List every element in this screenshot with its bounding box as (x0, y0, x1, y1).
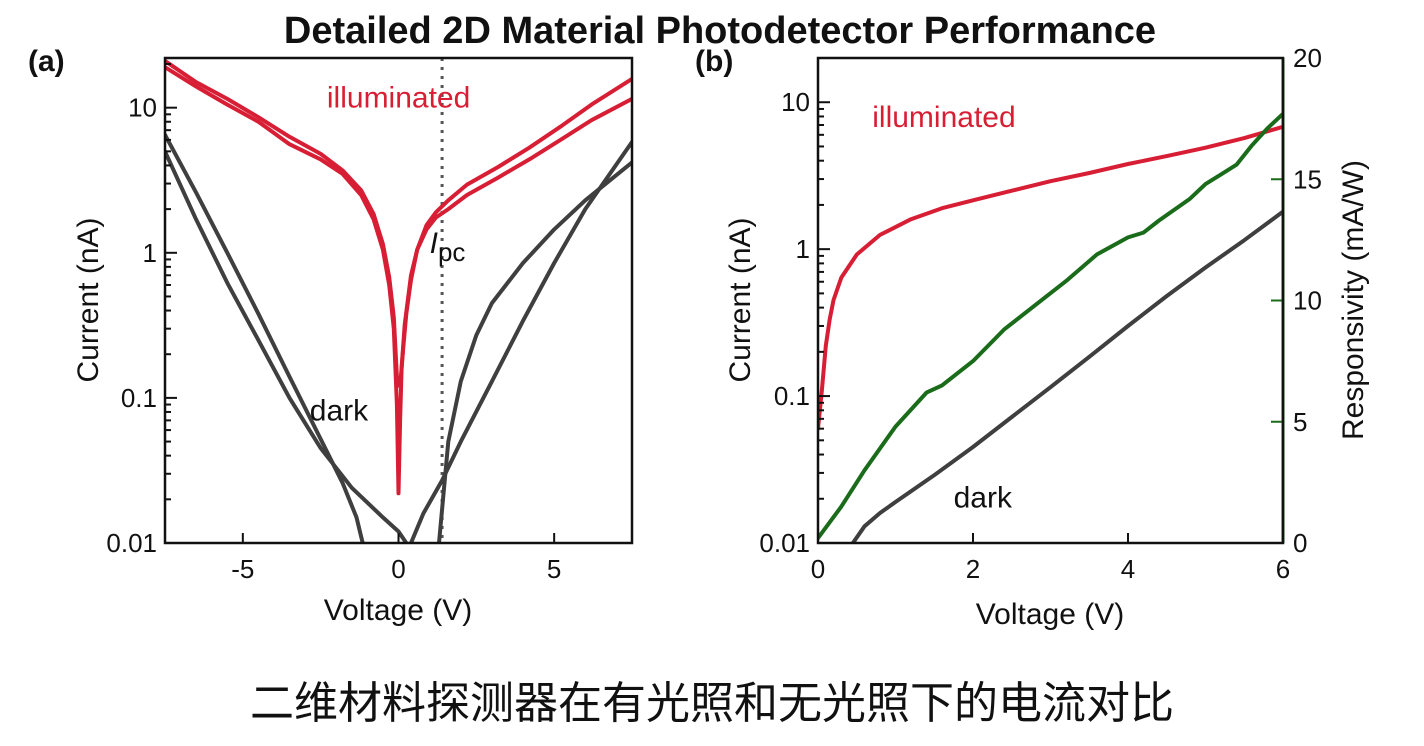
panel-a-series-3 (165, 132, 365, 543)
panel-a-ytick-label: 10 (128, 93, 157, 123)
panel-b-y2tick-label: 15 (1293, 164, 1322, 194)
panel-b-xtick-label: 2 (966, 554, 980, 584)
panel-a-xtick-label: 0 (391, 554, 405, 584)
panel-a: (a) -5 0 5 0.01 0.1 1 10 illuminated dark Ipc Vol… (28, 45, 634, 627)
panel-a-series-1 (165, 65, 632, 496)
panel-a-xtick-label: 5 (547, 554, 561, 584)
panel-a-xtick-label: -5 (231, 554, 254, 584)
panel-b-xtick-label: 0 (811, 554, 825, 584)
panel-a-frame (163, 56, 634, 545)
panel-b-y2tick-label: 20 (1293, 43, 1322, 73)
panel-a-ytick-label: 0.1 (121, 383, 157, 413)
panel-b-ylabel: Current (nA) (724, 217, 757, 382)
panel-a-ytick-label: 0.01 (106, 528, 157, 558)
panel-a-series-6 (437, 160, 632, 543)
panel-a-annotation-ipc: Ipc (430, 227, 466, 267)
panel-a-annotation-dark: dark (310, 394, 369, 427)
figure-caption: 二维材料探测器在有光照和无光照下的电流对比 (250, 678, 1174, 729)
panel-b-label: (b) (695, 45, 733, 78)
panel-a-series-4 (165, 149, 409, 543)
panel-a-ytick-label: 1 (143, 238, 157, 268)
panel-a-label: (a) (28, 45, 65, 78)
panel-b-ytick-label: 10 (781, 87, 810, 117)
figure-title: Detailed 2D Material Photodetector Perfo… (284, 10, 1156, 52)
panel-b-y2tick-label: 5 (1293, 407, 1307, 437)
panel-b-y2tick-label: 10 (1293, 286, 1322, 316)
panel-b-series-1 (818, 124, 1283, 431)
panel-a-annotation-illuminated: illuminated (327, 82, 470, 115)
panel-b-xtick-label: 6 (1276, 554, 1290, 584)
panel-b-annotation-illuminated: illuminated (872, 101, 1015, 134)
panel-a-series-5 (409, 140, 632, 543)
panel-a-xlabel: Voltage (V) (324, 594, 472, 627)
panel-b-ytick-label: 1 (796, 234, 810, 264)
panel-b-xtick-label: 4 (1121, 554, 1135, 584)
panel-b-ytick-label: 0.1 (774, 381, 810, 411)
panel-b-y2tick-label: 0 (1293, 528, 1307, 558)
panel-a-series-2 (165, 58, 632, 389)
panel-b-xlabel: Voltage (V) (976, 598, 1124, 631)
panel-b-series-2 (850, 209, 1283, 543)
panel-b-annotation-dark: dark (954, 481, 1013, 514)
panel-a-ylabel: Current (nA) (72, 217, 105, 382)
panel-b-series-3 (818, 111, 1283, 541)
panel-b-frame (816, 56, 1285, 545)
panel-b-ytick-label: 0.01 (759, 528, 810, 558)
panel-b: (b) 0 2 4 6 0.01 0.1 1 10 0 5 10 15 20 illuminated dar… (695, 43, 1370, 631)
panel-b-plot-area: 0 2 4 6 0.01 0.1 1 10 0 5 10 15 20 illuminated dark (759, 43, 1322, 584)
panel-b-y2label: Responsivity (mA/W) (1337, 160, 1370, 440)
panel-a-plot-area: -5 0 5 0.01 0.1 1 10 illuminated dark Ipc (106, 58, 632, 584)
